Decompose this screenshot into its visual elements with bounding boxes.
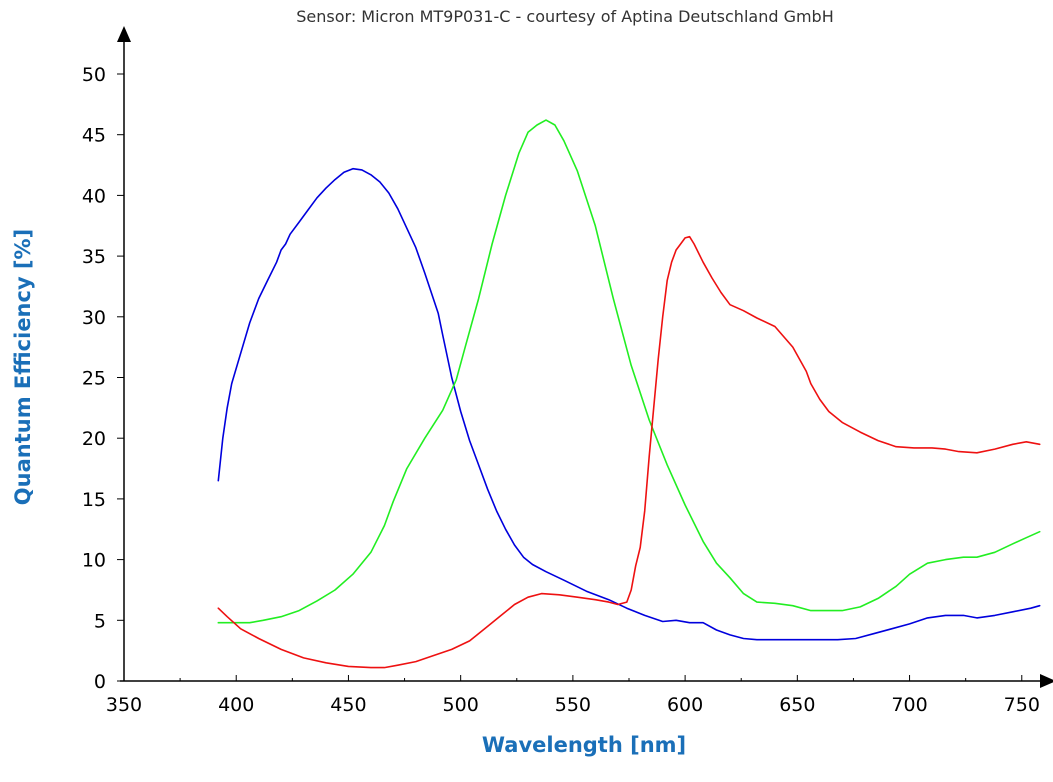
y-tick-label: 10 <box>82 550 106 572</box>
x-tick-label: 500 <box>443 694 479 716</box>
x-tick-label: 650 <box>779 694 815 716</box>
x-tick-label: 600 <box>667 694 703 716</box>
y-ticks: 0 5 10 15 20 25 30 35 40 45 50 <box>82 64 124 693</box>
x-tick-label: 700 <box>891 694 927 716</box>
x-tick-label: 450 <box>330 694 366 716</box>
y-tick-label: 30 <box>82 307 106 329</box>
x-ticks: 350 400 450 500 550 600 650 700 750 <box>106 675 1040 716</box>
y-tick-label: 35 <box>82 246 106 268</box>
x-tick-label: 750 <box>1004 694 1040 716</box>
green-series-line <box>217 119 1041 624</box>
y-tick-label: 20 <box>82 428 106 450</box>
x-axis-title: Wavelength [nm] <box>482 733 686 757</box>
y-tick-label: 0 <box>94 671 106 693</box>
red-series-line <box>217 235 1041 669</box>
y-tick-label: 45 <box>82 125 106 147</box>
chart-title: Sensor: Micron MT9P031-C - courtesy of A… <box>296 7 834 26</box>
x-axis-arrow <box>1040 674 1053 688</box>
y-tick-label: 15 <box>82 489 106 511</box>
series-lines <box>217 119 1041 669</box>
y-tick-label: 25 <box>82 368 106 390</box>
axes <box>117 26 1053 688</box>
y-tick-label: 40 <box>82 185 106 207</box>
y-tick-label: 5 <box>94 610 106 632</box>
x-tick-label: 400 <box>218 694 254 716</box>
y-tick-label: 50 <box>82 64 106 86</box>
blue-series-line <box>217 167 1041 641</box>
x-tick-label: 350 <box>106 694 142 716</box>
y-axis-arrow <box>117 26 131 42</box>
x-tick-label: 550 <box>555 694 591 716</box>
y-axis-title: Quantum Efficiency [%] <box>11 229 35 505</box>
